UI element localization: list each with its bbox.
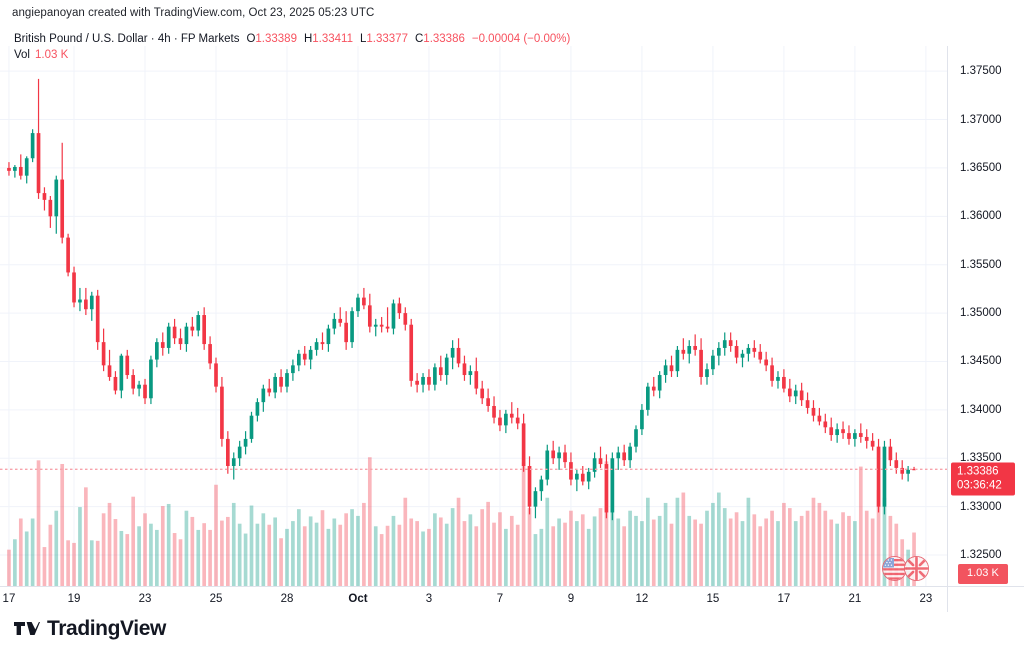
price-tick-label: 1.37000	[960, 113, 1002, 126]
legend-interval[interactable]: 4h	[157, 33, 171, 45]
legend-change: −0.00004 (−0.00%)	[471, 33, 571, 45]
legend-sep-1: ·	[147, 33, 158, 45]
time-tick-label: Oct	[348, 593, 368, 605]
price-tick-label: 1.36500	[960, 161, 1002, 174]
tradingview-logo-text: TradingView	[47, 617, 166, 640]
chart-canvas	[0, 46, 947, 586]
horizontal-gridlines	[0, 70, 947, 556]
legend-main-row: British Pound / U.S. Dollar · 4h · FP Ma…	[14, 31, 570, 47]
tradingview-logo-mark	[14, 622, 40, 635]
currency-flag-badges[interactable]	[882, 556, 938, 582]
time-tick-label: 23	[138, 593, 152, 605]
volume-badge: 1.03 K	[958, 564, 1008, 584]
time-tick-label: 15	[706, 593, 720, 605]
legend-close-tag: C	[414, 33, 424, 45]
price-tick-label: 1.35500	[960, 258, 1002, 271]
chart-legend: British Pound / U.S. Dollar · 4h · FP Ma…	[14, 31, 570, 63]
volume-bars	[7, 457, 916, 586]
usd-flag-icon[interactable]	[882, 556, 907, 581]
bar-countdown: 03:36:42	[957, 479, 1002, 492]
time-axis-corner	[947, 586, 1024, 612]
vertical-gridlines	[8, 46, 927, 586]
legend-open-tag: O	[246, 33, 256, 45]
legend-open-value: 1.33389	[255, 33, 297, 45]
current-price-badge: 1.33386 03:36:42	[951, 462, 1015, 496]
legend-low-tag: L	[360, 33, 367, 45]
time-axis[interactable]: 17 19 23 25 28 Oct 3 7 9 12 15 17 21 23	[0, 586, 947, 612]
price-tick-label: 1.36000	[960, 210, 1002, 223]
time-tick-label: 17	[777, 593, 791, 605]
current-price-value: 1.33386	[957, 465, 999, 478]
price-tick-label: 1.34500	[960, 355, 1002, 368]
time-tick-label: 17	[2, 593, 16, 605]
price-axis[interactable]: 1.37500 1.37000 1.36500 1.36000 1.35500 1.350…	[947, 46, 1024, 586]
gbp-flag-icon[interactable]	[904, 556, 929, 581]
tradingview-logo: TradingView	[14, 618, 166, 639]
legend-sep-2: ·	[170, 33, 181, 45]
legend-close-value: 1.33386	[423, 33, 465, 45]
price-tick-label: 1.33000	[960, 500, 1002, 513]
legend-symbol[interactable]: British Pound / U.S. Dollar	[14, 33, 148, 45]
price-tick-label: 1.35000	[960, 307, 1002, 320]
time-tick-label: 7	[496, 593, 504, 605]
price-tick-label: 1.34000	[960, 403, 1002, 416]
time-tick-label: 9	[567, 593, 575, 605]
legend-volume-label: Vol	[14, 49, 30, 61]
price-tick-label: 1.33500	[960, 452, 1002, 465]
legend-exchange: FP Markets	[180, 33, 240, 45]
legend-volume-value: 1.03 K	[35, 49, 69, 61]
time-tick-label: 3	[425, 593, 433, 605]
legend-high-tag: H	[303, 33, 313, 45]
price-tick-label: 1.37500	[960, 65, 1002, 78]
attribution-text: angiepanoyan created with TradingView.co…	[12, 7, 375, 19]
legend-low-value: 1.33377	[366, 33, 408, 45]
time-tick-label: 19	[67, 593, 81, 605]
candlestick-series	[7, 78, 916, 521]
time-tick-label: 12	[635, 593, 649, 605]
legend-volume-row: Vol 1.03 K	[14, 47, 570, 63]
chart-plot-area[interactable]	[0, 46, 947, 586]
time-tick-label: 21	[848, 593, 862, 605]
legend-high-value: 1.33411	[312, 33, 353, 45]
time-tick-label: 23	[919, 593, 933, 605]
time-tick-label: 25	[209, 593, 223, 605]
price-tick-label: 1.32500	[960, 549, 1002, 562]
time-tick-label: 28	[280, 593, 294, 605]
